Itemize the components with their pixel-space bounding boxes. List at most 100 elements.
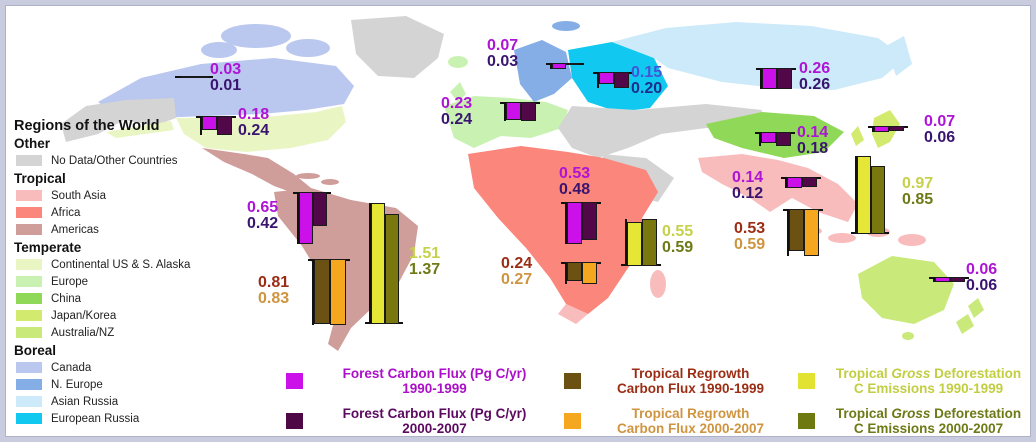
bar-group-americas-tropical-regrowth-carbon-flux [308, 259, 350, 325]
bar-australia-nz-forest-carbon-flux-1990s [935, 277, 950, 282]
legend-item-asian-russia: Asian Russia [14, 393, 202, 410]
bar-south-asia-forest-carbon-flux-2000s [802, 177, 817, 187]
region-greenland [351, 16, 444, 78]
region-caribbean [321, 179, 339, 185]
region-madagascar [650, 270, 666, 298]
bar-group-americas-forest-carbon-flux [293, 192, 331, 244]
legend-swatch [16, 259, 42, 270]
series-legend-text: Deforestation [930, 366, 1022, 381]
legend-item-south-asia: South Asia [14, 187, 202, 204]
region-svalbard [552, 21, 580, 31]
region-group-label: Tropical [14, 171, 66, 186]
value-1990s: 0.07 [924, 113, 956, 130]
legend-item-australia-nz: Australia/NZ [14, 324, 202, 341]
series-legend-text: Tropical Regrowth [631, 406, 750, 421]
bar-south-asia-forest-carbon-flux-1990s [787, 177, 802, 188]
legend-swatch [16, 155, 42, 166]
value-2000s: 0.20 [631, 79, 663, 97]
bar-group-european-russia-forest-carbon-flux [593, 72, 633, 88]
value-2000s: 0.83 [258, 289, 290, 307]
bar-axis-pole [872, 126, 874, 132]
legend-item-canada: Canada [14, 359, 202, 376]
value-label-continental-us-forest-carbon-flux: 0.18 0.24 [238, 107, 269, 138]
bar-group-n-europe-forest-carbon-flux [546, 63, 584, 69]
region-caribbean [296, 173, 320, 179]
bar-n-europe-forest-carbon-flux-1990s [552, 63, 566, 69]
value-1990s: 0.15 [631, 64, 663, 81]
bar-africa-forest-carbon-flux-1990s [567, 202, 582, 244]
bar-continental-us-forest-carbon-flux-2000s [217, 116, 232, 135]
series-legend-label: Forest Carbon Flux (Pg C/yr) 1990-1999 [309, 366, 560, 396]
value-label-european-russia-forest-carbon-flux: 0.15 0.20 [631, 65, 662, 96]
value-2000s: 0.06 [924, 128, 956, 146]
bar-japan-korea-forest-carbon-flux-1990s [874, 126, 889, 132]
series-legend-item-3: Tropical Regrowth Carbon Flux 2000-2007 [560, 401, 794, 436]
bar-axis-pole [550, 63, 552, 69]
legend-item-label: Continental US & S. Alaska [51, 258, 191, 271]
region-legend: Regions of the World Other No Data/Other … [14, 118, 202, 427]
value-label-americas-forest-carbon-flux: 0.65 0.42 [247, 200, 278, 231]
series-legend-label: Tropical Regrowth Carbon Flux 2000-2007 [587, 406, 794, 436]
region-new-zealand [956, 314, 974, 334]
bar-group-australia-nz-forest-carbon-flux [929, 277, 969, 282]
series-legend-item-5: Tropical Gross Deforestation C Emissions … [794, 401, 1030, 436]
series-legend-text: Tropical [835, 406, 892, 421]
value-label-africa-tropical-gross-deforestation-c-emissions: 0.55 0.59 [662, 224, 693, 255]
bar-americas-forest-carbon-flux-2000s [313, 192, 327, 226]
bar-group-continental-us-forest-carbon-flux [196, 116, 236, 135]
series-legend-text: Tropical Regrowth [631, 366, 750, 381]
value-label-asian-russia-forest-carbon-flux: 0.26 0.26 [799, 61, 830, 92]
series-legend-text: Carbon Flux 1990-1999 [616, 381, 765, 396]
legend-swatch [16, 276, 42, 287]
series-legend-swatch [564, 373, 581, 389]
value-1990s: 0.14 [732, 169, 764, 186]
value-1990s: 0.97 [902, 175, 934, 192]
series-legend-text: Gross [891, 366, 931, 381]
bar-axis-pole [855, 156, 857, 234]
region-scandinavia [514, 40, 572, 102]
series-legend-text: C Emissions 1990-1999 [853, 381, 1004, 396]
value-label-south-asia-tropical-gross-deforestation-c-emissions: 0.97 0.85 [902, 176, 933, 207]
series-legend-text: Tropical [835, 366, 892, 381]
value-1990s: 0.55 [662, 223, 694, 240]
region-tasmania [902, 332, 914, 340]
value-1990s: 0.53 [734, 220, 766, 237]
value-2000s: 0.48 [559, 180, 591, 198]
region-group-label: Temperate [14, 240, 82, 255]
value-2000s: 0.18 [797, 139, 829, 157]
series-legend-item-1: Forest Carbon Flux (Pg C/yr) 2000-2007 [282, 401, 560, 436]
series-legend-swatch [564, 413, 581, 429]
legend-item-china: China [14, 290, 202, 307]
bar-africa-forest-carbon-flux-2000s [582, 202, 597, 240]
legend-swatch [16, 396, 42, 407]
series-legend-label: Tropical Gross Deforestation C Emissions … [821, 406, 1030, 436]
bar-group-asian-russia-forest-carbon-flux [756, 68, 796, 89]
legend-item-no-data-other-countries: No Data/Other Countries [14, 152, 202, 169]
value-1990s: 0.14 [797, 124, 829, 141]
region-uk [450, 82, 466, 102]
value-2000s: 0.01 [210, 76, 242, 94]
bar-axis-pole [312, 259, 314, 325]
value-2000s: 0.03 [487, 52, 519, 70]
figure-panel: Regions of the World Other No Data/Other … [5, 5, 1031, 437]
bar-africa-tropical-regrowth-carbon-flux-1990s [567, 262, 582, 281]
bar-group-africa-tropical-gross-deforestation-c-emissions [621, 219, 661, 266]
bar-axis-pole [565, 202, 567, 244]
series-legend: Forest Carbon Flux (Pg C/yr) 1990-1999 For… [282, 361, 1030, 436]
bar-asian-russia-forest-carbon-flux-1990s [762, 68, 777, 89]
legend-swatch [16, 379, 42, 390]
legend-item-africa: Africa [14, 204, 202, 221]
value-label-japan-korea-forest-carbon-flux: 0.07 0.06 [924, 114, 955, 145]
legend-item-label: China [51, 292, 82, 305]
region-indonesia [828, 233, 856, 243]
bar-axis-pole [785, 177, 787, 188]
bar-group-china-forest-carbon-flux [755, 132, 795, 146]
region-kamchatka [886, 36, 912, 76]
series-legend-item-2: Tropical Regrowth Carbon Flux 1990-1999 [560, 361, 794, 401]
value-2000s: 0.26 [799, 75, 831, 93]
value-label-europe-forest-carbon-flux: 0.23 0.24 [441, 96, 472, 127]
bar-european-russia-forest-carbon-flux-2000s [614, 72, 629, 88]
series-legend-text: 1990-1999 [402, 381, 467, 396]
bar-europe-forest-carbon-flux-1990s [506, 102, 521, 120]
region-group-label: Other [14, 136, 51, 151]
